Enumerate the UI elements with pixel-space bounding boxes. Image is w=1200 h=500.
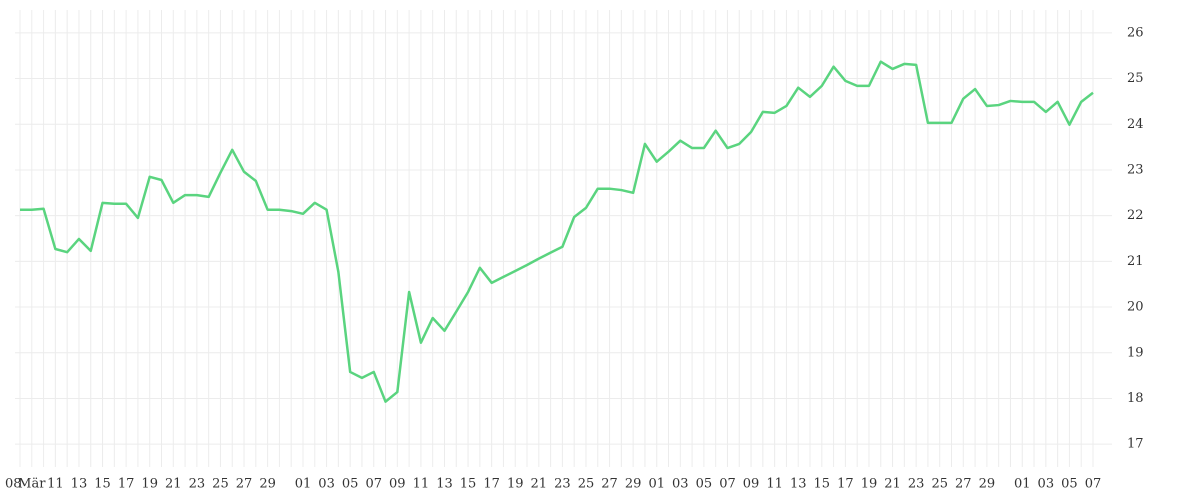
y-tick-label: 22	[1127, 208, 1144, 223]
x-tick-label: 07	[1085, 477, 1102, 492]
y-tick-label: 20	[1127, 300, 1144, 315]
x-tick-label: 01	[295, 477, 312, 492]
x-tick-label: 15	[814, 477, 831, 492]
y-tick-label: 24	[1127, 117, 1144, 132]
y-tick-label: 21	[1127, 254, 1144, 269]
x-tick-label: 01	[1014, 477, 1031, 492]
x-tick-label: Mär	[18, 477, 46, 492]
x-tick-label: 17	[483, 477, 500, 492]
x-tick-label: 29	[259, 477, 276, 492]
x-tick-label: 23	[189, 477, 206, 492]
x-tick-label: 15	[460, 477, 477, 492]
y-tick-label: 25	[1127, 71, 1144, 86]
x-tick-label: 19	[507, 477, 524, 492]
x-tick-label: 07	[365, 477, 382, 492]
x-tick-label: 23	[908, 477, 925, 492]
x-tick-label: 25	[212, 477, 229, 492]
x-tick-label: 13	[436, 477, 453, 492]
x-tick-label: 11	[47, 477, 64, 492]
x-tick-label: 27	[955, 477, 972, 492]
x-tick-label: 29	[979, 477, 996, 492]
x-tick-label: 25	[578, 477, 595, 492]
x-tick-label: 03	[318, 477, 335, 492]
x-tick-label: 17	[837, 477, 854, 492]
x-tick-label: 03	[672, 477, 689, 492]
x-tick-label: 19	[141, 477, 158, 492]
x-tick-label: 07	[719, 477, 736, 492]
y-tick-label: 18	[1127, 391, 1144, 406]
y-tick-label: 23	[1127, 162, 1144, 177]
x-tick-label: 09	[389, 477, 406, 492]
x-tick-label: 27	[601, 477, 618, 492]
x-tick-label: 13	[71, 477, 88, 492]
x-tick-label: 27	[236, 477, 253, 492]
y-tick-label: 19	[1127, 345, 1144, 360]
x-tick-label: 21	[165, 477, 182, 492]
x-tick-label: 08	[5, 477, 22, 492]
x-tick-label: 01	[648, 477, 665, 492]
x-tick-label: 05	[696, 477, 713, 492]
data-line	[20, 60, 1094, 403]
x-tick-label: 29	[625, 477, 642, 492]
x-tick-label: 15	[94, 477, 111, 492]
x-tick-label: 11	[413, 477, 430, 492]
x-tick-label: 13	[790, 477, 807, 492]
x-tick-label: 05	[1061, 477, 1078, 492]
x-tick-label: 21	[531, 477, 548, 492]
x-tick-label: 11	[766, 477, 783, 492]
x-tick-label: 21	[884, 477, 901, 492]
x-tick-label: 25	[931, 477, 948, 492]
x-tick-label: 19	[861, 477, 878, 492]
x-tick-label: 17	[118, 477, 135, 492]
y-tick-label: 17	[1127, 437, 1144, 452]
x-tick-label: 05	[342, 477, 359, 492]
x-tick-label: 09	[743, 477, 760, 492]
y-tick-label: 26	[1127, 25, 1144, 40]
x-tick-label: 03	[1038, 477, 1055, 492]
x-tick-label: 23	[554, 477, 571, 492]
